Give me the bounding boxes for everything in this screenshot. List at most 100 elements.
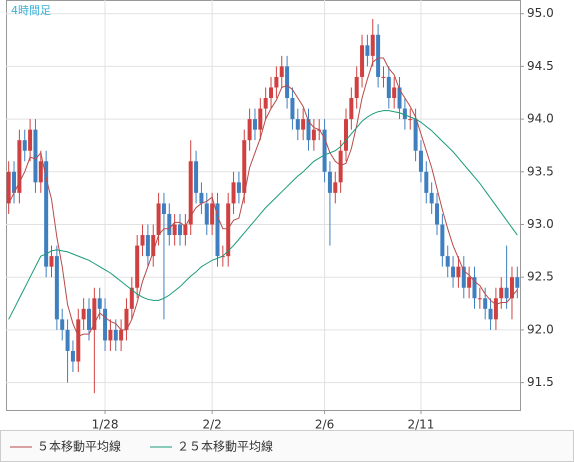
y-tick-label: 94.0	[527, 112, 554, 126]
candle-body	[418, 150, 423, 172]
candle-body	[247, 119, 252, 141]
candle-body	[285, 66, 290, 99]
candle-body	[188, 161, 193, 225]
candle-body	[279, 66, 284, 77]
candle-body	[28, 129, 33, 151]
candle-body	[22, 140, 27, 151]
candle-body	[12, 171, 17, 193]
candle-body	[477, 298, 482, 300]
candle-body	[467, 277, 472, 288]
y-tick-label: 92.0	[527, 322, 554, 336]
candle-body	[461, 266, 466, 288]
candle-body	[451, 266, 456, 278]
candle-body	[6, 171, 11, 204]
candle-body	[178, 224, 183, 236]
candle-body	[435, 203, 440, 225]
candle-body	[301, 119, 306, 130]
legend-label: ２５本移動平均線	[177, 439, 273, 454]
candle-body	[70, 350, 75, 362]
candle-body	[108, 329, 113, 341]
candle-body	[504, 287, 509, 299]
candle-body	[413, 119, 418, 151]
x-tick-label: 1/28	[92, 418, 119, 432]
candle-body	[183, 224, 188, 236]
candle-body	[65, 329, 70, 351]
candle-body	[236, 182, 241, 193]
x-tick-label: 2/6	[315, 418, 334, 432]
candle-body	[17, 140, 22, 193]
candle-body	[172, 224, 177, 236]
candle-body	[231, 182, 236, 204]
candle-body	[290, 98, 295, 120]
candle-body	[483, 298, 488, 309]
candle-body	[322, 129, 327, 172]
candle-body	[113, 329, 118, 341]
candle-body	[258, 108, 263, 130]
candle-body	[145, 235, 150, 257]
y-tick-label: 94.5	[527, 59, 554, 73]
candle-body	[338, 150, 343, 183]
candle-body	[242, 140, 247, 193]
candle-body	[493, 298, 498, 320]
candle-body	[86, 308, 91, 330]
candle-body	[204, 203, 209, 225]
candle-body	[515, 277, 520, 288]
moving-average-line	[8, 57, 518, 337]
candle-body	[402, 108, 407, 120]
candle-body	[215, 203, 220, 257]
candle-body	[60, 319, 65, 330]
candle-body	[210, 203, 215, 225]
candle-body	[81, 308, 86, 320]
candle-body	[135, 245, 140, 288]
candle-body	[440, 224, 445, 257]
legend-box	[0, 430, 574, 462]
candle-body	[76, 319, 81, 362]
candle-body	[424, 171, 429, 193]
candle-body	[199, 192, 204, 204]
candle-body	[360, 45, 365, 77]
candle-body	[54, 256, 59, 320]
legend-label: ５本移動平均線	[37, 439, 121, 454]
y-tick-label: 93.0	[527, 217, 554, 231]
candle-body	[472, 277, 477, 299]
x-tick-label: 2/11	[407, 418, 434, 432]
candle-body	[38, 161, 43, 183]
candle-body	[392, 87, 397, 99]
candle-body	[119, 329, 124, 341]
candle-body	[156, 203, 161, 236]
y-tick-label: 95.0	[527, 6, 554, 20]
candle-body	[408, 119, 413, 121]
candle-body	[327, 171, 332, 193]
candle-body	[103, 308, 108, 341]
candle-body	[386, 76, 391, 99]
candle-body	[370, 34, 375, 56]
candle-body	[499, 287, 504, 299]
y-tick-label: 91.5	[527, 375, 554, 389]
candle-body	[140, 235, 145, 246]
candle-body	[311, 129, 316, 141]
candle-body	[381, 76, 386, 78]
candle-body	[429, 192, 434, 204]
candle-body	[343, 119, 348, 151]
candle-body	[167, 213, 172, 236]
candle-body	[49, 256, 54, 267]
candle-body	[44, 161, 49, 267]
candle-body	[161, 203, 166, 214]
candle-body	[376, 34, 381, 77]
candle-body	[365, 45, 370, 56]
candle-body	[456, 266, 461, 278]
candle-body	[151, 235, 156, 257]
moving-average-line	[8, 110, 518, 320]
candle-body	[488, 308, 493, 320]
candle-body	[194, 161, 199, 193]
candle-body	[92, 298, 97, 330]
candle-body	[295, 119, 300, 130]
y-tick-label: 93.5	[527, 164, 554, 178]
candle-body	[97, 298, 102, 309]
candle-body	[274, 76, 279, 88]
candle-body	[129, 287, 134, 309]
candle-body	[306, 119, 311, 141]
candle-body	[445, 256, 450, 267]
